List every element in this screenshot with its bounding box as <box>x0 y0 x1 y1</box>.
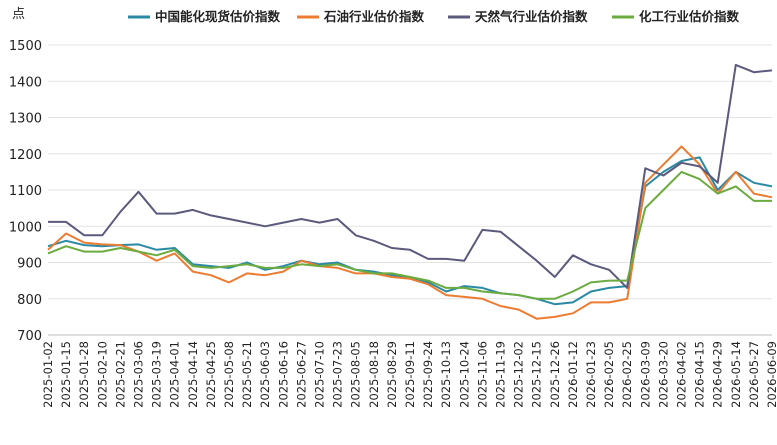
legend: 中国能化现货估价指数 石油行业估价指数 天然气行业估价指数 化工行业估价指数 <box>128 9 740 24</box>
x-tick-label: 2026-01-23 <box>584 341 598 408</box>
x-tick-label: 2025-09-24 <box>421 341 435 408</box>
y-tick-label: 1000 <box>9 220 42 235</box>
y-axis: 700 800 900 1000 1100 1200 1300 1400 1500 <box>9 39 42 344</box>
x-tick-label: 2025-12-26 <box>548 341 562 408</box>
x-tick-label: 2025-08-18 <box>367 341 381 408</box>
y-tick-label: 1100 <box>9 184 42 199</box>
y-tick-label: 900 <box>17 257 42 272</box>
series-lines <box>47 63 773 320</box>
x-tick-label: 2025-06-27 <box>294 341 308 408</box>
x-axis: 2025-01-02 2025-01-15 2025-01-28 2025-02-10… <box>41 334 777 408</box>
x-tick-label: 2025-07-23 <box>331 341 345 408</box>
x-tick-label: 2026-04-02 <box>675 341 689 408</box>
x-tick-label: 2025-01-15 <box>59 341 73 408</box>
x-tick-label: 2025-04-14 <box>186 341 200 408</box>
y-axis-unit-label: 点 <box>12 7 25 22</box>
x-tick-label: 2026-03-20 <box>656 341 670 408</box>
x-tick-label: 2025-08-29 <box>385 341 399 408</box>
x-tick-label: 2026-05-14 <box>729 341 743 408</box>
x-tick-label: 2025-06-16 <box>276 341 290 408</box>
y-tick-label: 1400 <box>9 75 42 90</box>
x-tick-label: 2026-06-09 <box>765 341 777 408</box>
x-tick-label: 2026-03-09 <box>638 341 652 408</box>
x-tick-label: 2025-02-21 <box>113 341 127 408</box>
x-tick-label: 2026-05-27 <box>747 341 761 408</box>
x-tick-label: 2025-04-01 <box>168 341 182 408</box>
series-line-1 <box>47 145 773 320</box>
x-tick-label: 2025-01-02 <box>41 341 55 408</box>
x-tick-label: 2025-12-15 <box>530 341 544 408</box>
x-tick-label: 2025-10-24 <box>457 341 471 408</box>
x-tick-label: 2025-01-28 <box>77 341 91 408</box>
x-tick-label: 2026-04-15 <box>693 341 707 408</box>
x-tick-label: 2025-05-08 <box>222 341 236 408</box>
x-tick-label: 2026-04-29 <box>711 341 725 408</box>
x-tick-label: 2025-08-05 <box>349 341 363 408</box>
x-tick-label: 2026-01-12 <box>566 341 580 408</box>
legend-label: 石油行业估价指数 <box>323 9 425 24</box>
x-tick-label: 2026-02-05 <box>602 341 616 408</box>
x-tick-label: 2026-02-25 <box>620 341 634 408</box>
series-line-0 <box>47 156 773 306</box>
y-tick-label: 800 <box>17 293 42 308</box>
x-tick-label: 2025-11-19 <box>494 341 508 408</box>
x-tick-label: 2025-07-10 <box>313 341 327 408</box>
y-tick-label: 1300 <box>9 112 42 127</box>
x-tick-label: 2025-03-06 <box>132 341 146 408</box>
x-tick-label: 2025-02-10 <box>95 341 109 408</box>
grid-lines <box>48 44 772 336</box>
x-tick-label: 2025-06-03 <box>258 341 272 408</box>
x-tick-label: 2025-10-13 <box>439 341 453 408</box>
y-tick-label: 1200 <box>9 148 42 163</box>
x-tick-label: 2025-12-02 <box>512 341 526 408</box>
x-tick-label: 2025-04-25 <box>204 341 218 408</box>
x-tick-label: 2025-05-21 <box>240 341 254 408</box>
legend-label: 天然气行业估价指数 <box>475 9 588 24</box>
legend-label: 化工行业估价指数 <box>639 9 740 24</box>
x-tick-label: 2025-09-11 <box>403 341 417 408</box>
legend-label: 中国能化现货估价指数 <box>155 9 281 24</box>
series-line-3 <box>47 170 772 300</box>
y-tick-label: 700 <box>17 329 42 344</box>
x-tick-label: 2025-03-19 <box>150 341 164 408</box>
x-tick-label: 2025-11-06 <box>475 341 489 408</box>
series-line-2 <box>48 63 773 289</box>
y-tick-label: 1500 <box>9 39 42 54</box>
